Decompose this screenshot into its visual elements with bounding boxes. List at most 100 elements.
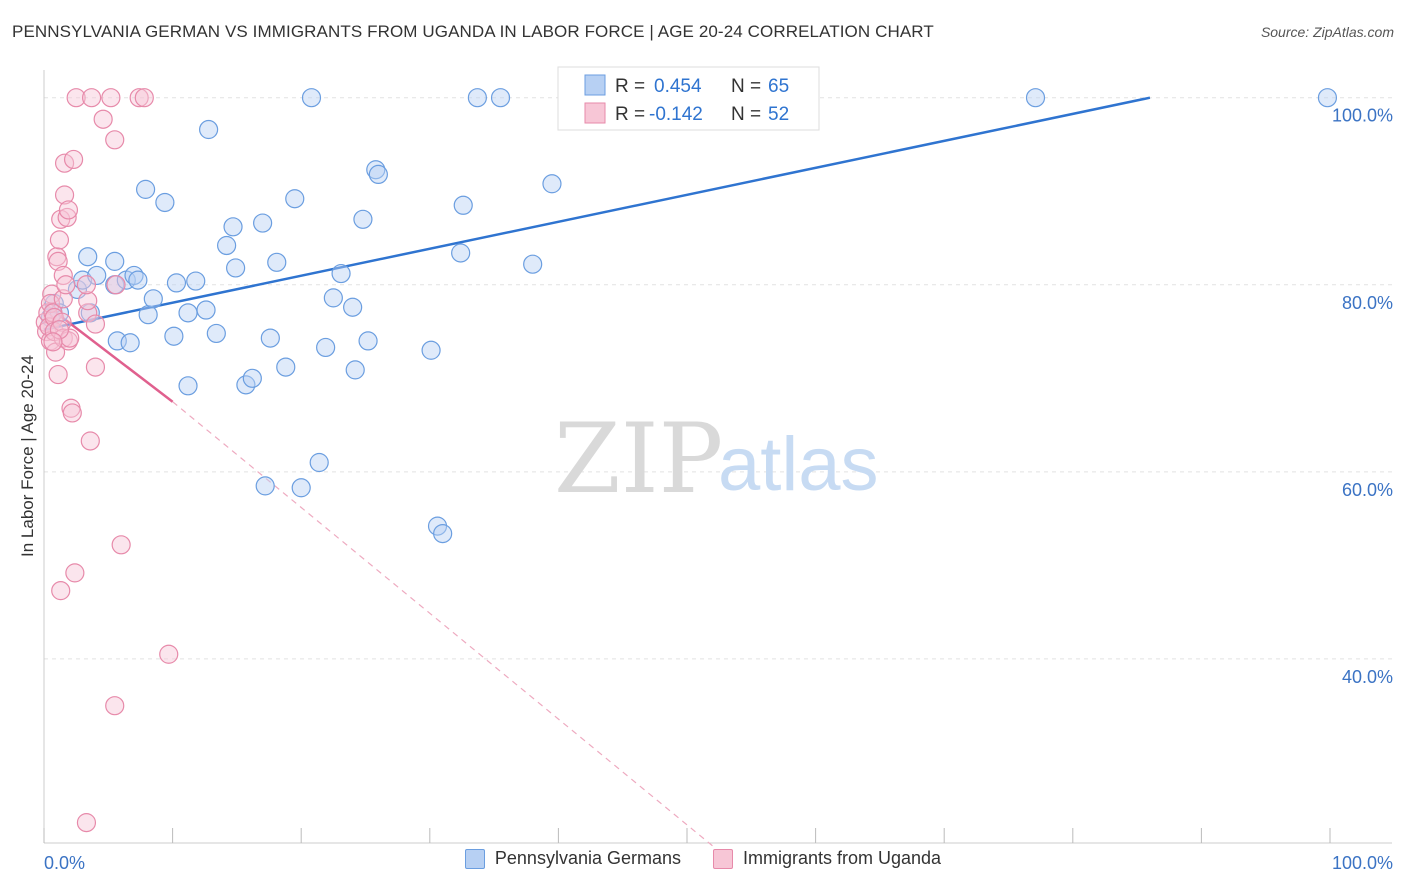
point-uganda-34 bbox=[78, 291, 98, 311]
point-pennsylvania-21 bbox=[178, 303, 198, 323]
point-uganda-48 bbox=[159, 644, 179, 664]
point-pennsylvania-63 bbox=[1317, 88, 1338, 108]
point-pennsylvania-23 bbox=[186, 271, 206, 291]
point-pennsylvania-35 bbox=[267, 252, 287, 272]
legend-item-pennsylvania-germans: Pennsylvania Germans bbox=[464, 848, 681, 869]
point-pennsylvania-49 bbox=[368, 164, 388, 185]
point-uganda-51 bbox=[43, 332, 63, 352]
point-pennsylvania-37 bbox=[285, 189, 305, 209]
point-pennsylvania-6 bbox=[78, 247, 98, 267]
point-pennsylvania-10 bbox=[105, 251, 125, 271]
point-uganda-24 bbox=[58, 200, 79, 220]
watermark-zip: ZIP bbox=[554, 403, 723, 515]
y-tick-label-80: 80.0% bbox=[1342, 293, 1393, 313]
point-pennsylvania-27 bbox=[217, 235, 237, 256]
stats-blue-r-label: R = bbox=[615, 76, 645, 97]
point-uganda-29 bbox=[63, 149, 84, 170]
legend-swatch-pink bbox=[713, 848, 733, 869]
legend-label-blue: Pennsylvania Germans bbox=[494, 848, 681, 868]
stats-pink-r-value: -0.142 bbox=[649, 104, 703, 125]
legend-label-pink: Immigrants from Uganda bbox=[743, 848, 942, 868]
point-uganda-40 bbox=[93, 109, 113, 129]
point-uganda-47 bbox=[134, 88, 154, 108]
point-pennsylvania-54 bbox=[453, 195, 473, 215]
stats-pink-swatch bbox=[584, 102, 606, 124]
x-tick-label-min: 0.0% bbox=[44, 853, 85, 873]
point-pennsylvania-15 bbox=[138, 305, 158, 325]
point-pennsylvania-24 bbox=[196, 300, 216, 320]
point-pennsylvania-14 bbox=[120, 333, 140, 353]
point-pennsylvania-44 bbox=[343, 297, 363, 317]
point-uganda-46 bbox=[129, 88, 149, 108]
point-pennsylvania-40 bbox=[309, 452, 329, 473]
point-pennsylvania-36 bbox=[276, 357, 296, 377]
source-label: Source: ZipAtlas.com bbox=[1260, 24, 1394, 40]
point-uganda-18 bbox=[53, 289, 73, 309]
stats-blue-r-value: 0.454 bbox=[654, 76, 702, 97]
point-pennsylvania-16 bbox=[135, 179, 156, 199]
point-uganda-45 bbox=[105, 696, 125, 716]
point-uganda-30 bbox=[66, 88, 86, 108]
point-pennsylvania-33 bbox=[255, 476, 275, 496]
chart-title: PENNSYLVANIA GERMAN VS IMMIGRANTS FROM U… bbox=[12, 22, 934, 41]
point-pennsylvania-34 bbox=[260, 328, 280, 348]
point-pennsylvania-31 bbox=[242, 368, 262, 388]
y-tick-label-100: 100.0% bbox=[1332, 106, 1393, 126]
y-axis-label: In Labor Force | Age 20-24 bbox=[18, 355, 37, 557]
point-uganda-43 bbox=[106, 275, 126, 295]
point-uganda-41 bbox=[101, 88, 121, 108]
watermark-atlas: atlas bbox=[718, 422, 879, 507]
legend-swatch-blue bbox=[464, 848, 485, 869]
point-pennsylvania-26 bbox=[206, 323, 226, 344]
point-pennsylvania-53 bbox=[451, 243, 471, 263]
point-pennsylvania-57 bbox=[523, 254, 543, 274]
point-uganda-31 bbox=[65, 563, 85, 583]
stats-blue-n-label: N = bbox=[731, 76, 761, 97]
point-pennsylvania-45 bbox=[345, 360, 365, 380]
point-uganda-39 bbox=[85, 357, 106, 377]
point-pennsylvania-19 bbox=[164, 326, 184, 346]
point-uganda-42 bbox=[105, 130, 125, 150]
point-pennsylvania-58 bbox=[542, 174, 562, 194]
point-pennsylvania-25 bbox=[199, 119, 219, 140]
point-uganda-16 bbox=[52, 312, 72, 332]
point-uganda-32 bbox=[51, 581, 71, 601]
point-pennsylvania-12 bbox=[128, 270, 148, 290]
tick-labels: 40.0% 60.0% 80.0% 100.0% 0.0% 100.0% bbox=[44, 106, 1393, 873]
point-pennsylvania-43 bbox=[331, 263, 351, 284]
point-uganda-50 bbox=[49, 320, 70, 340]
trend-line-pennsylvania bbox=[43, 96, 1151, 331]
point-pennsylvania-41 bbox=[316, 337, 336, 358]
stats-blue-n-value: 65 bbox=[768, 76, 789, 97]
point-uganda-49 bbox=[85, 314, 106, 334]
point-pennsylvania-56 bbox=[490, 88, 511, 108]
point-uganda-38 bbox=[80, 431, 100, 451]
axes bbox=[43, 70, 1392, 844]
stats-blue-swatch bbox=[584, 74, 606, 96]
point-pennsylvania-39 bbox=[301, 88, 322, 108]
point-pennsylvania-28 bbox=[223, 217, 243, 237]
point-uganda-37 bbox=[76, 813, 97, 833]
point-pennsylvania-62 bbox=[1025, 88, 1046, 108]
point-pennsylvania-22 bbox=[178, 376, 198, 396]
stats-pink-n-value: 52 bbox=[768, 104, 789, 125]
point-pennsylvania-32 bbox=[253, 213, 273, 233]
point-pennsylvania-46 bbox=[353, 209, 373, 229]
stats-pink-n-label: N = bbox=[731, 104, 761, 125]
legend-item-immigrants-uganda: Immigrants from Uganda bbox=[713, 848, 941, 869]
stats-legend-box: R = 0.454 N = 65 R = -0.142 N = 52 bbox=[557, 66, 820, 131]
legend: Pennsylvania Germans Immigrants from Uga… bbox=[0, 848, 1406, 869]
point-pennsylvania-50 bbox=[421, 340, 441, 360]
point-uganda-13 bbox=[49, 230, 70, 250]
stats-pink-r-label: R = bbox=[615, 104, 645, 125]
point-pennsylvania-17 bbox=[143, 289, 163, 309]
point-pennsylvania-47 bbox=[358, 331, 378, 351]
y-tick-label-40: 40.0% bbox=[1342, 667, 1393, 687]
point-uganda-36 bbox=[76, 275, 97, 295]
point-pennsylvania-38 bbox=[291, 478, 311, 498]
point-pennsylvania-20 bbox=[166, 273, 187, 293]
grid-lines bbox=[44, 97, 1392, 660]
point-uganda-22 bbox=[56, 275, 76, 295]
point-uganda-35 bbox=[81, 88, 102, 108]
